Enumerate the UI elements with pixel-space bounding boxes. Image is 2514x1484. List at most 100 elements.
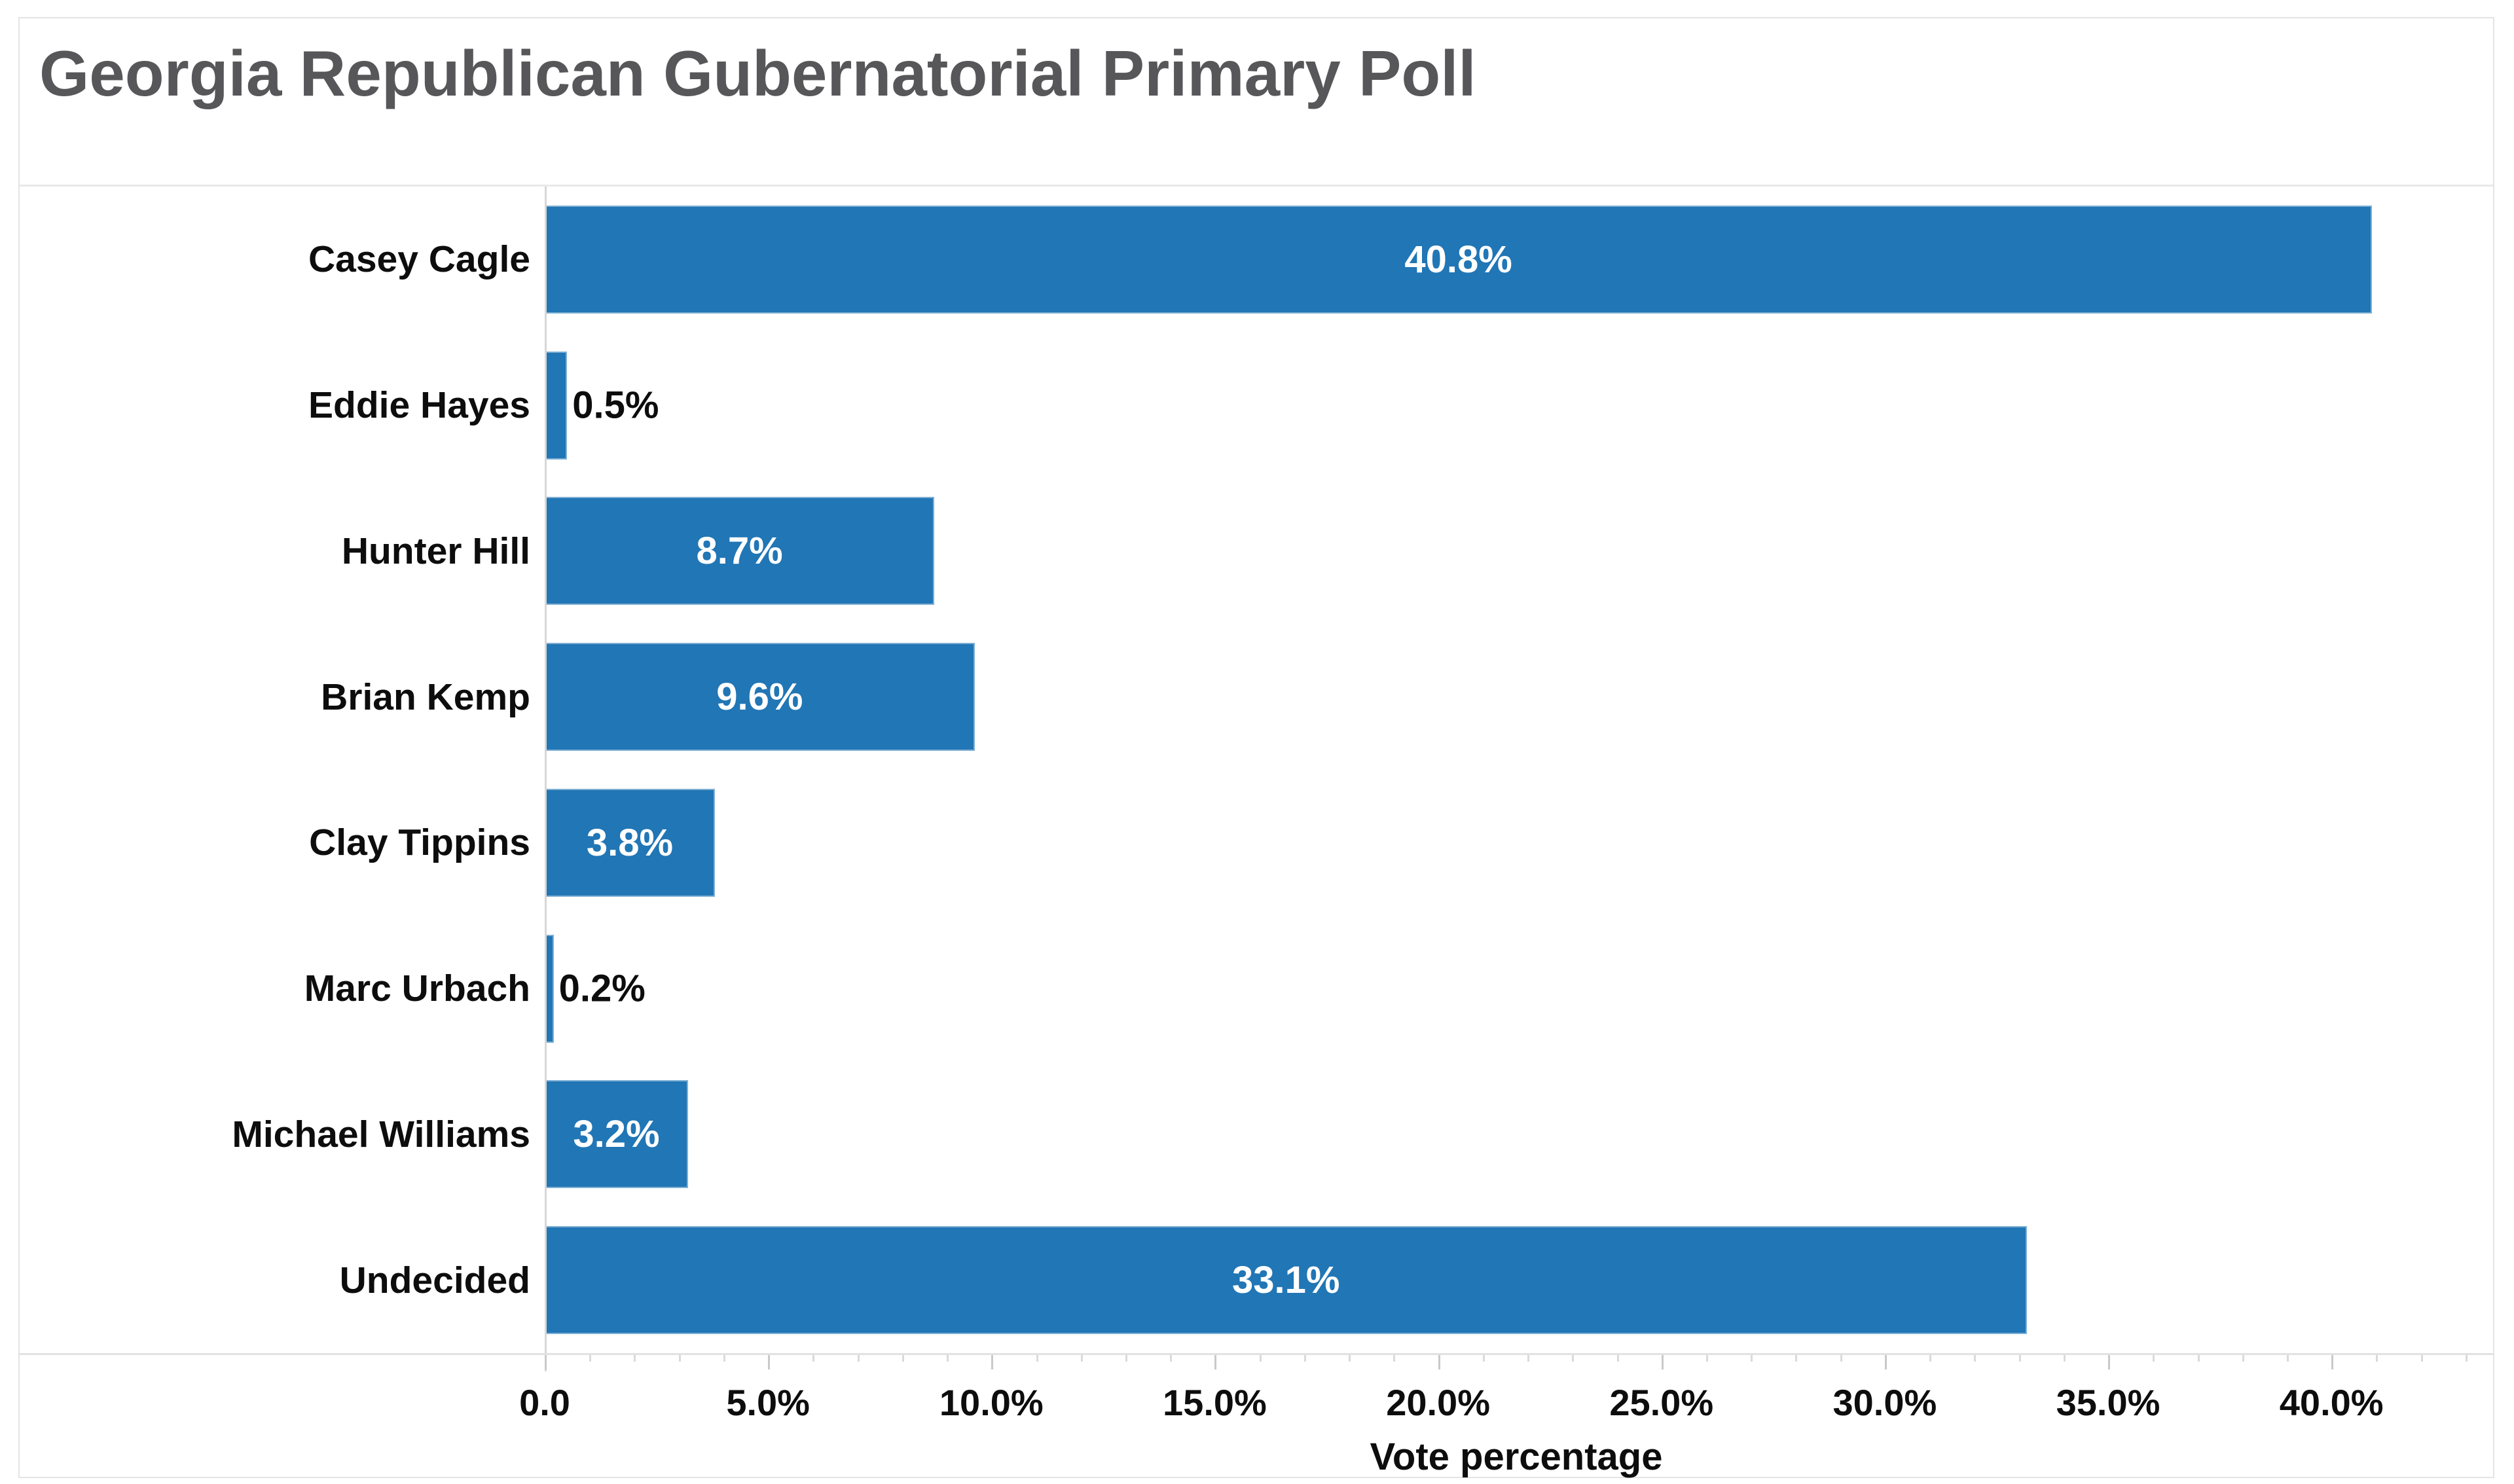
x-tick-minor xyxy=(589,1355,592,1362)
x-tick-minor xyxy=(1572,1355,1575,1362)
x-tick-labels: 0.0 5.0% 10.0% 15.0% 20.0% 25.0% 30.0% 35.0% 40.… xyxy=(519,1381,2488,1427)
x-tick-label: 15.0% xyxy=(1163,1382,1267,1423)
x-tick-minor xyxy=(1751,1355,1753,1362)
category-label: Hunter Hill xyxy=(341,530,530,572)
x-tick-major xyxy=(545,1355,547,1369)
x-tick-minor xyxy=(2465,1355,2468,1362)
x-tick-minor xyxy=(1840,1355,1842,1362)
x-tick-minor xyxy=(678,1355,681,1362)
category-label: Michael Williams xyxy=(232,1113,530,1155)
x-tick-label: 5.0% xyxy=(726,1382,810,1423)
x-tick-minor xyxy=(2376,1355,2378,1362)
x-tick-minor xyxy=(947,1355,949,1362)
bar-row: Eddie Hayes 0.5% xyxy=(20,333,2493,479)
bar-track: 8.7% xyxy=(545,479,2493,624)
x-tick-major xyxy=(1884,1355,1887,1369)
x-tick-minor xyxy=(2018,1355,2021,1362)
bar-row: Brian Kemp 9.6% xyxy=(20,624,2493,770)
x-tick-major xyxy=(1214,1355,1217,1369)
x-tick-minor xyxy=(812,1355,815,1362)
bar-row: Hunter Hill 8.7% xyxy=(20,479,2493,624)
x-tick-minor xyxy=(1349,1355,1351,1362)
bar xyxy=(545,351,568,460)
bar: 3.8% xyxy=(545,788,715,897)
category-label: Undecided xyxy=(339,1259,530,1301)
category-label: Brian Kemp xyxy=(321,676,530,718)
bar: 3.2% xyxy=(545,1080,688,1189)
bar-rows: Casey Cagle 40.8% Eddie Hayes 0.5% Hunter Hi… xyxy=(20,187,2493,1353)
bar-value-label: 0.5% xyxy=(572,384,659,427)
bar-value-label: 9.6% xyxy=(716,676,803,719)
chart-title: Georgia Republican Gubernatorial Primary… xyxy=(39,37,1476,109)
x-tick-minor xyxy=(2063,1355,2066,1362)
bar-track: 3.2% xyxy=(545,1062,2493,1208)
x-tick-label: 20.0% xyxy=(1386,1382,1490,1423)
bar-value-label: 33.1% xyxy=(1232,1259,1340,1302)
x-tick-minor xyxy=(634,1355,636,1362)
bar-row: Casey Cagle 40.8% xyxy=(20,187,2493,333)
chart-card: Georgia Republican Gubernatorial Primary… xyxy=(18,17,2494,1478)
x-tick-minor xyxy=(1393,1355,1396,1362)
bar-value-label: 8.7% xyxy=(696,530,783,573)
bar-value-label: 3.2% xyxy=(573,1113,660,1156)
category-label: Eddie Hayes xyxy=(308,384,530,427)
x-tick-label: 0.0 xyxy=(519,1382,570,1423)
x-tick-minor xyxy=(2242,1355,2244,1362)
x-tick-minor xyxy=(1303,1355,1306,1362)
x-tick-label: 10.0% xyxy=(939,1382,1044,1423)
x-tick-minor xyxy=(1170,1355,1173,1362)
y-axis-line xyxy=(545,187,547,1371)
x-tick-minor xyxy=(1616,1355,1619,1362)
bar: 8.7% xyxy=(545,497,935,606)
bar-track: 9.6% xyxy=(545,624,2493,770)
x-axis-line xyxy=(20,1353,2493,1355)
x-tick-minor xyxy=(2286,1355,2289,1362)
x-tick-minor xyxy=(1125,1355,1127,1362)
x-tick-major xyxy=(1438,1355,1440,1369)
x-tick-minor xyxy=(1482,1355,1485,1362)
bar-row: Undecided 33.1% xyxy=(20,1207,2493,1353)
x-tick-minor xyxy=(2153,1355,2155,1362)
x-tick-minor xyxy=(1705,1355,1708,1362)
bar-value-label: 40.8% xyxy=(1404,238,1512,281)
x-tick-minor xyxy=(1974,1355,1977,1362)
bar-value-label: 3.8% xyxy=(586,821,674,864)
x-tick-major xyxy=(768,1355,771,1369)
x-tick-label: 30.0% xyxy=(1832,1382,1937,1423)
bar-track: 0.5% xyxy=(545,333,2493,479)
bar-track: 3.8% xyxy=(545,770,2493,916)
x-tick-minor xyxy=(723,1355,725,1362)
bar-track: 40.8% xyxy=(545,187,2493,333)
category-label: Casey Cagle xyxy=(308,238,530,281)
bar-track: 33.1% xyxy=(545,1207,2493,1353)
bar-track: 0.2% xyxy=(545,916,2493,1062)
x-tick-minor xyxy=(1259,1355,1262,1362)
x-tick-minor xyxy=(1036,1355,1038,1362)
x-axis-title: Vote percentage xyxy=(1370,1436,1663,1478)
x-tick-label: 25.0% xyxy=(1609,1382,1714,1423)
x-tick-label: 40.0% xyxy=(2279,1382,2384,1423)
title-divider xyxy=(20,185,2493,187)
bar-row: Michael Williams 3.2% xyxy=(20,1062,2493,1208)
x-tick-band xyxy=(545,1355,2488,1381)
bar-row: Clay Tippins 3.8% xyxy=(20,770,2493,916)
x-tick-minor xyxy=(857,1355,860,1362)
category-label: Marc Urbach xyxy=(304,968,530,1010)
x-tick-minor xyxy=(1929,1355,1932,1362)
bar: 40.8% xyxy=(545,205,2373,314)
bar: 33.1% xyxy=(545,1226,2028,1335)
x-tick-major xyxy=(1661,1355,1664,1369)
x-tick-major xyxy=(991,1355,994,1369)
category-label: Clay Tippins xyxy=(309,822,530,864)
bar-value-label: 0.2% xyxy=(558,967,646,1010)
bar: 9.6% xyxy=(545,643,975,751)
x-tick-label: 35.0% xyxy=(2056,1382,2160,1423)
x-tick-minor xyxy=(902,1355,904,1362)
x-tick-minor xyxy=(2420,1355,2423,1362)
bar-row: Marc Urbach 0.2% xyxy=(20,916,2493,1062)
x-tick-minor xyxy=(1080,1355,1083,1362)
x-tick-major xyxy=(2108,1355,2111,1369)
x-tick-minor xyxy=(1795,1355,1798,1362)
x-tick-minor xyxy=(1527,1355,1530,1362)
x-tick-minor xyxy=(2197,1355,2200,1362)
